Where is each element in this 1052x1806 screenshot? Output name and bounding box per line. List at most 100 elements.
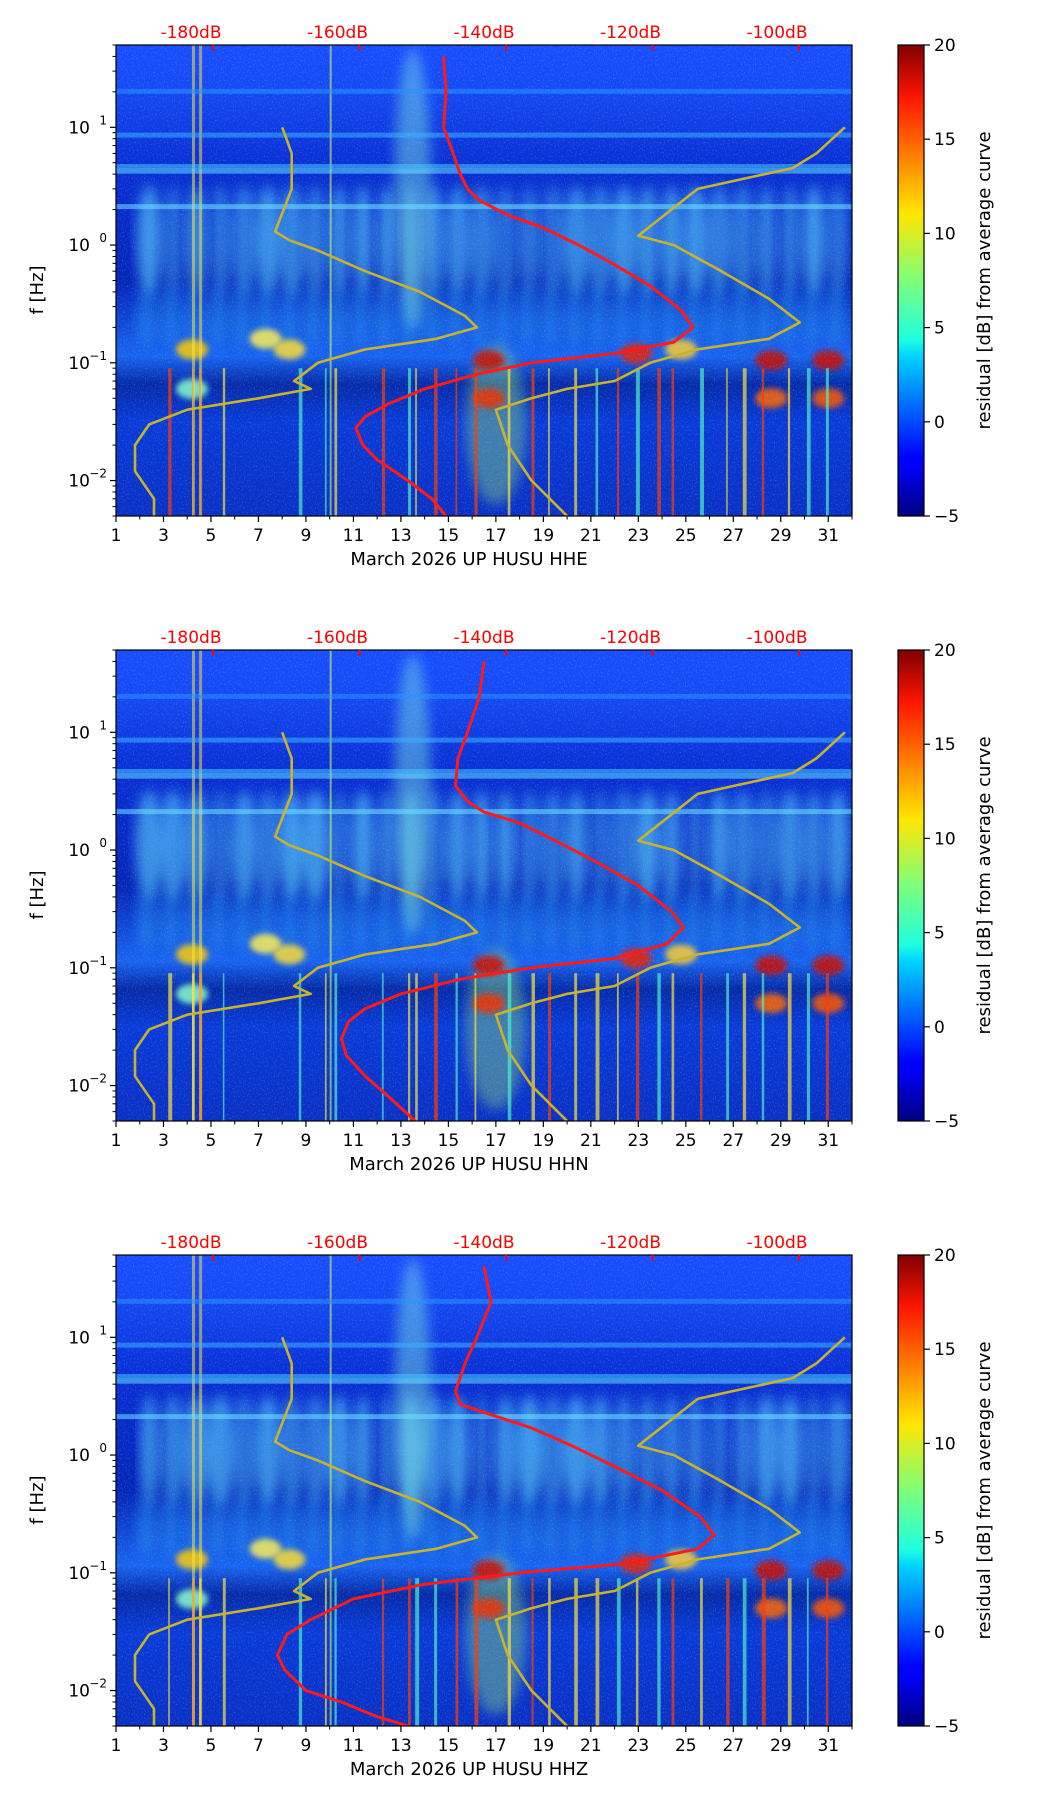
y-axis-label: f [Hz] [27,1475,48,1524]
colorbar-tick-label: 15 [934,735,956,755]
top-db-label: -100dB [746,628,807,648]
y-tick-label: 10 [68,1682,90,1702]
x-tick-label: 31 [817,526,839,546]
colorbar-label: residual [dB] from average curve [974,736,995,1034]
x-tick-label: 1 [111,1736,122,1756]
x-tick-label: 15 [438,526,460,546]
x-tick-label: 11 [343,1131,365,1151]
colorbar-tick-label: 10 [934,224,956,244]
top-db-label: -120dB [600,1233,661,1253]
y-tick-exponent: −2 [89,1677,107,1691]
x-tick-label: 5 [206,1131,217,1151]
x-tick-label: 19 [533,526,555,546]
top-db-label: -100dB [746,23,807,43]
x-tick-label: 1 [111,1131,122,1151]
y-tick-exponent: −2 [89,467,107,481]
y-tick-label: 10 [68,1446,90,1466]
y-tick-label: 10 [68,118,90,138]
y-tick-exponent: 0 [99,836,107,850]
x-axis-label: March 2026 UP HUSU HHN [349,1154,588,1175]
y-tick-label: 10 [68,959,90,979]
colorbar: 20 15 10 5 0 −5 residual [dB] from average cur… [898,641,995,1132]
x-tick-label: 17 [485,526,507,546]
y-tick-label: 10 [68,236,90,256]
x-tick-label: 21 [580,1131,602,1151]
x-tick-label: 13 [390,526,412,546]
x-tick-label: 11 [343,1736,365,1756]
x-tick-label: 27 [722,1131,744,1151]
y-tick-label: 10 [68,1077,90,1097]
x-tick-label: 27 [722,1736,744,1756]
colorbar-tick-label: −5 [934,1112,959,1132]
top-db-label: -180dB [160,1233,221,1253]
top-db-label: -120dB [600,23,661,43]
spectrogram-heatmap [116,45,852,516]
colorbar-tick-label: 0 [934,1018,945,1038]
x-tick-label: 31 [817,1131,839,1151]
x-tick-label: 1 [111,526,122,546]
top-db-label: -180dB [160,628,221,648]
x-tick-label: 9 [301,526,312,546]
colorbar-tick-label: 5 [934,1529,945,1549]
y-tick-exponent: −1 [89,1559,107,1573]
spectrogram-heatmap [116,1255,852,1726]
x-tick-label: 21 [580,526,602,546]
colorbar-tick-label: 0 [934,1623,945,1643]
y-tick-label: 10 [68,1328,90,1348]
colorbar-tick-label: 10 [934,1434,956,1454]
x-tick-label: 13 [390,1131,412,1151]
x-tick-label: 17 [485,1131,507,1151]
x-axis-label: March 2026 UP HUSU HHZ [350,1759,588,1780]
y-tick-exponent: −1 [89,349,107,363]
x-tick-label: 27 [722,526,744,546]
x-tick-label: 23 [628,1131,650,1151]
top-db-label: -120dB [600,628,661,648]
top-db-label: -160dB [307,1233,368,1253]
x-tick-label: 15 [438,1736,460,1756]
x-tick-label: 29 [770,1736,792,1756]
y-tick-exponent: 1 [99,718,107,732]
y-tick-label: 10 [68,1564,90,1584]
y-axis-label: f [Hz] [27,265,48,314]
y-tick-exponent: 1 [99,113,107,127]
colorbar-tick-label: −5 [934,507,959,527]
x-tick-label: 15 [438,1131,460,1151]
colorbar-label: residual [dB] from average curve [974,1341,995,1639]
colorbar-tick-label: 0 [934,413,945,433]
colorbar-tick-label: 20 [934,1246,956,1266]
spectrogram-panel: 1 3 5 7 9 11 13 15 17 19 21 23 25 27 29 3110110010 −110−… [27,628,995,1175]
top-db-label: -140dB [453,628,514,648]
colorbar: 20 15 10 5 0 −5 residual [dB] from average cur… [898,36,995,527]
x-tick-label: 25 [675,526,697,546]
top-db-label: -160dB [307,23,368,43]
x-tick-label: 7 [253,1736,264,1756]
colorbar-tick-label: 15 [934,130,956,150]
y-tick-label: 10 [68,841,90,861]
y-tick-exponent: −1 [89,954,107,968]
x-tick-label: 5 [206,526,217,546]
x-tick-label: 3 [158,1736,169,1756]
y-tick-exponent: 0 [99,1441,107,1455]
x-tick-label: 19 [533,1131,555,1151]
x-tick-label: 9 [301,1131,312,1151]
colorbar-tick-label: 20 [934,641,956,661]
y-tick-label: 10 [68,723,90,743]
x-tick-label: 11 [343,526,365,546]
x-tick-label: 13 [390,1736,412,1756]
x-tick-label: 19 [533,1736,555,1756]
top-db-label: -160dB [307,628,368,648]
x-tick-label: 29 [770,1131,792,1151]
x-tick-label: 17 [485,1736,507,1756]
x-tick-label: 21 [580,1736,602,1756]
y-axis-label: f [Hz] [27,870,48,919]
colorbar-tick-label: 15 [934,1340,956,1360]
x-axis-label: March 2026 UP HUSU HHE [350,549,587,570]
colorbar: 20 15 10 5 0 −5 residual [dB] from average cur… [898,1246,995,1737]
x-tick-label: 23 [628,1736,650,1756]
top-db-label: -180dB [160,23,221,43]
x-tick-label: 9 [301,1736,312,1756]
colorbar-tick-label: −5 [934,1717,959,1737]
